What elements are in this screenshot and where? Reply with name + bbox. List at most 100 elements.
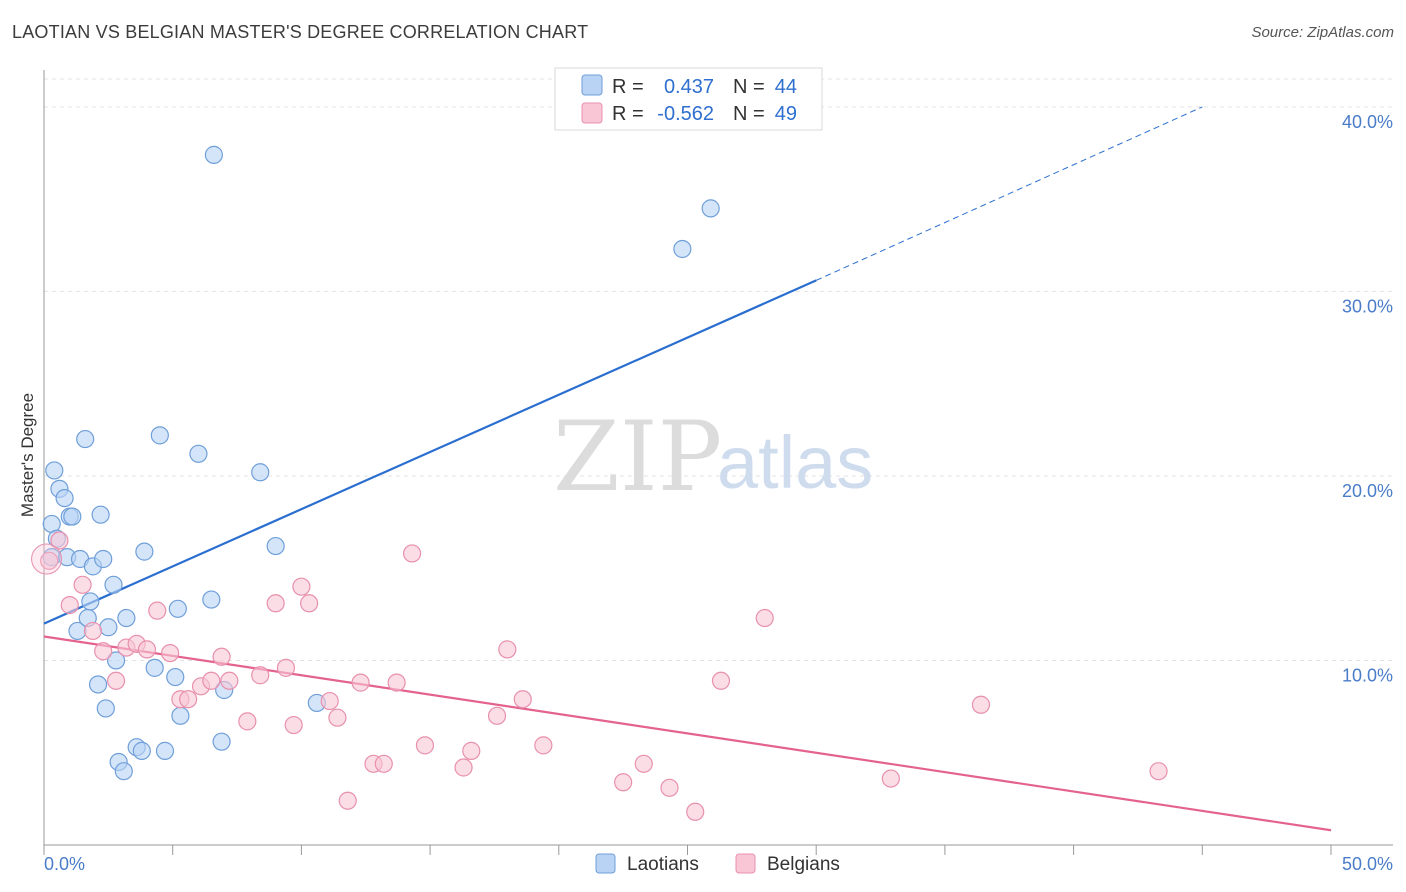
point-laotians-37 [212, 732, 231, 751]
point-laotians-21 [106, 651, 126, 670]
point-belgians-39 [534, 736, 553, 755]
point-belgians-48 [1149, 762, 1168, 781]
gridlines [44, 78, 1393, 661]
y-tick-labels: 10.0% 20.0% 30.0% 40.0% [1342, 112, 1393, 686]
point-belgians-9 [137, 640, 157, 659]
point-belgians-33 [415, 736, 435, 755]
watermark-zip: ZIP [553, 401, 722, 513]
point-belgians-5 [94, 642, 113, 661]
point-laotians-30 [155, 741, 175, 760]
point-laotians-17 [94, 549, 113, 569]
legend-r-value-laotians: 0.437 [664, 76, 714, 98]
point-belgians-41 [634, 754, 653, 773]
point-belgians-3 [73, 575, 92, 594]
point-belgians-28 [351, 673, 370, 692]
legend-box: R = 0.437 N = 44 R = -0.562 N = 49 [554, 67, 823, 131]
point-belgians-40 [614, 773, 633, 792]
trend-line-laotians [43, 279, 817, 625]
bottom-legend-label-laotians: Laotians [627, 854, 699, 875]
legend-r-label-belgians: R = [612, 103, 644, 125]
point-laotians-28 [145, 658, 164, 677]
y-tick-label-10: 10.0% [1342, 665, 1393, 685]
trend-extension-laotians [815, 106, 1203, 281]
legend-n-label-laotians: N = [733, 76, 765, 98]
point-belgians-4 [83, 621, 103, 641]
x-tick-label-right: 50.0% [1342, 854, 1393, 874]
point-laotians-32 [168, 599, 187, 618]
chart-title: LAOTIAN VS BELGIAN MASTER'S DEGREE CORRE… [12, 22, 589, 42]
point-belgians-36 [487, 706, 507, 725]
point-belgians-26 [328, 708, 347, 727]
point-laotians-11 [76, 429, 95, 449]
point-belgians-10 [148, 601, 167, 620]
point-belgians-47 [971, 695, 991, 714]
point-belgians-25 [320, 691, 339, 711]
axes [43, 70, 1393, 855]
y-tick-label-30: 30.0% [1342, 296, 1393, 316]
point-belgians-27 [338, 791, 357, 810]
point-laotians-20 [104, 575, 123, 594]
point-belgians-15 [202, 671, 221, 690]
point-laotians-36 [204, 145, 223, 164]
legend-n-value-belgians: 49 [775, 103, 797, 125]
legend-swatch-belgians [581, 102, 603, 124]
data-points [31, 145, 1168, 821]
point-laotians-8 [63, 507, 82, 526]
point-laotians-18 [96, 699, 115, 718]
point-belgians-45 [755, 608, 774, 628]
point-belgians-6 [106, 671, 126, 690]
point-belgians-2 [60, 596, 79, 615]
point-laotians-13 [81, 592, 100, 611]
legend-n-value-laotians: 44 [775, 76, 797, 98]
point-belgians-31 [387, 673, 406, 692]
point-belgians-0 [40, 551, 59, 570]
point-belgians-21 [276, 658, 296, 677]
watermark-atlas: atlas [717, 421, 873, 504]
point-laotians-5 [55, 488, 74, 508]
point-laotians-40 [266, 536, 285, 556]
point-laotians-15 [88, 675, 108, 694]
point-laotians-16 [91, 505, 110, 524]
legend-swatch-laotians [581, 74, 603, 96]
point-belgians-24 [300, 594, 319, 613]
legend-r-value-belgians: -0.562 [657, 103, 714, 125]
point-belgians-19 [251, 666, 270, 685]
point-laotians-35 [202, 590, 221, 609]
point-belgians-43 [686, 802, 705, 821]
point-belgians-34 [454, 758, 473, 777]
point-cluster-origin [31, 543, 63, 575]
bottom-legend-label-belgians: Belgians [767, 854, 840, 875]
point-belgians-42 [660, 778, 679, 797]
point-laotians-19 [99, 618, 118, 637]
point-laotians-24 [117, 608, 136, 628]
point-laotians-26 [132, 741, 151, 760]
y-tick-label-40: 40.0% [1342, 112, 1393, 132]
point-belgians-35 [462, 741, 481, 760]
point-belgians-30 [374, 754, 393, 773]
source-label: Source: ZipAtlas.com [1251, 24, 1394, 41]
bottom-legend-swatch-laotians [595, 853, 616, 874]
point-laotians-27 [135, 542, 154, 561]
point-belgians-16 [212, 647, 231, 666]
bottom-legend-swatch-belgians [735, 853, 756, 874]
point-laotians-43 [701, 199, 720, 218]
point-belgians-37 [498, 640, 517, 659]
watermark: ZIP atlas [553, 401, 873, 513]
point-laotians-34 [189, 444, 208, 463]
bottom-legend: Laotians Belgians [595, 853, 840, 875]
point-belgians-22 [284, 715, 303, 735]
point-belgians-17 [220, 671, 239, 690]
point-belgians-46 [881, 769, 900, 788]
point-laotians-29 [150, 426, 169, 445]
point-laotians-33 [171, 706, 190, 725]
y-tick-label-20: 20.0% [1342, 481, 1393, 501]
point-belgians-20 [266, 594, 285, 613]
point-belgians-1 [50, 531, 69, 550]
point-laotians-39 [251, 463, 270, 482]
point-laotians-42 [673, 239, 692, 259]
point-belgians-13 [179, 690, 198, 709]
point-belgians-11 [161, 643, 180, 663]
legend-r-label-laotians: R = [612, 76, 644, 98]
point-laotians-31 [166, 667, 185, 687]
